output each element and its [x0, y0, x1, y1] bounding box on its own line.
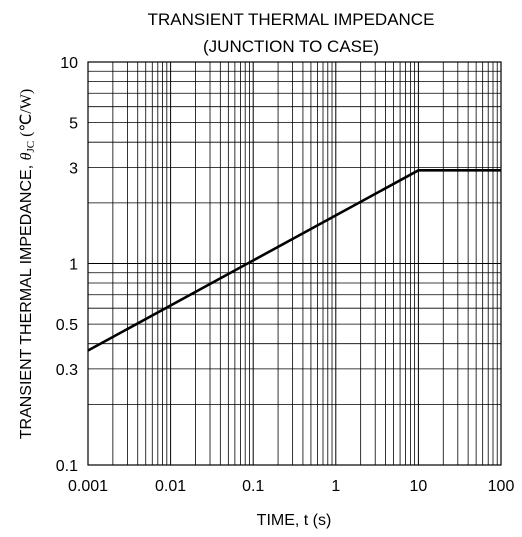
x-tick-label: 100: [488, 478, 515, 495]
series-group: [87, 169, 501, 352]
x-axis-label: TIME, t (s): [257, 512, 332, 529]
x-tick-label: 10: [410, 478, 428, 495]
y-tick-label: 10: [60, 55, 78, 72]
chart-title: TRANSIENT THERMAL IMPEDANCE: [148, 10, 435, 29]
grid: [87, 62, 501, 466]
y-axis-label-main: TRANSIENT THERMAL IMPEDANCE,: [18, 160, 35, 439]
y-tick-label: 0.3: [56, 362, 78, 379]
x-tick-label: 0.1: [242, 478, 264, 495]
x-tick-label: 0.001: [68, 478, 108, 495]
y-tick-label: 1: [69, 257, 78, 274]
y-tick-label: 5: [69, 116, 78, 133]
y-axis-label-subscript: JC: [25, 141, 37, 153]
x-tick-label: 1: [331, 478, 340, 495]
chart-subtitle: (JUNCTION TO CASE): [203, 37, 379, 56]
x-tick-label: 0.01: [155, 478, 186, 495]
y-axis-label-symbol: θ: [18, 152, 35, 160]
x-tick-labels: 0.001 0.01 0.1 1 10 100: [68, 478, 514, 495]
y-tick-label: 0.1: [56, 458, 78, 475]
series-line: [87, 169, 501, 352]
y-tick-label: 0.5: [56, 317, 78, 334]
y-tick-labels: 0.1 0.3 0.5 1 3 5 10: [56, 55, 78, 475]
y-tick-label: 3: [69, 160, 78, 177]
plot-frame: [87, 61, 502, 466]
y-axis-label: TRANSIENT THERMAL IMPEDANCE, θJC (℃/W): [18, 89, 37, 440]
y-axis-label-unit: (℃/W): [18, 89, 35, 141]
